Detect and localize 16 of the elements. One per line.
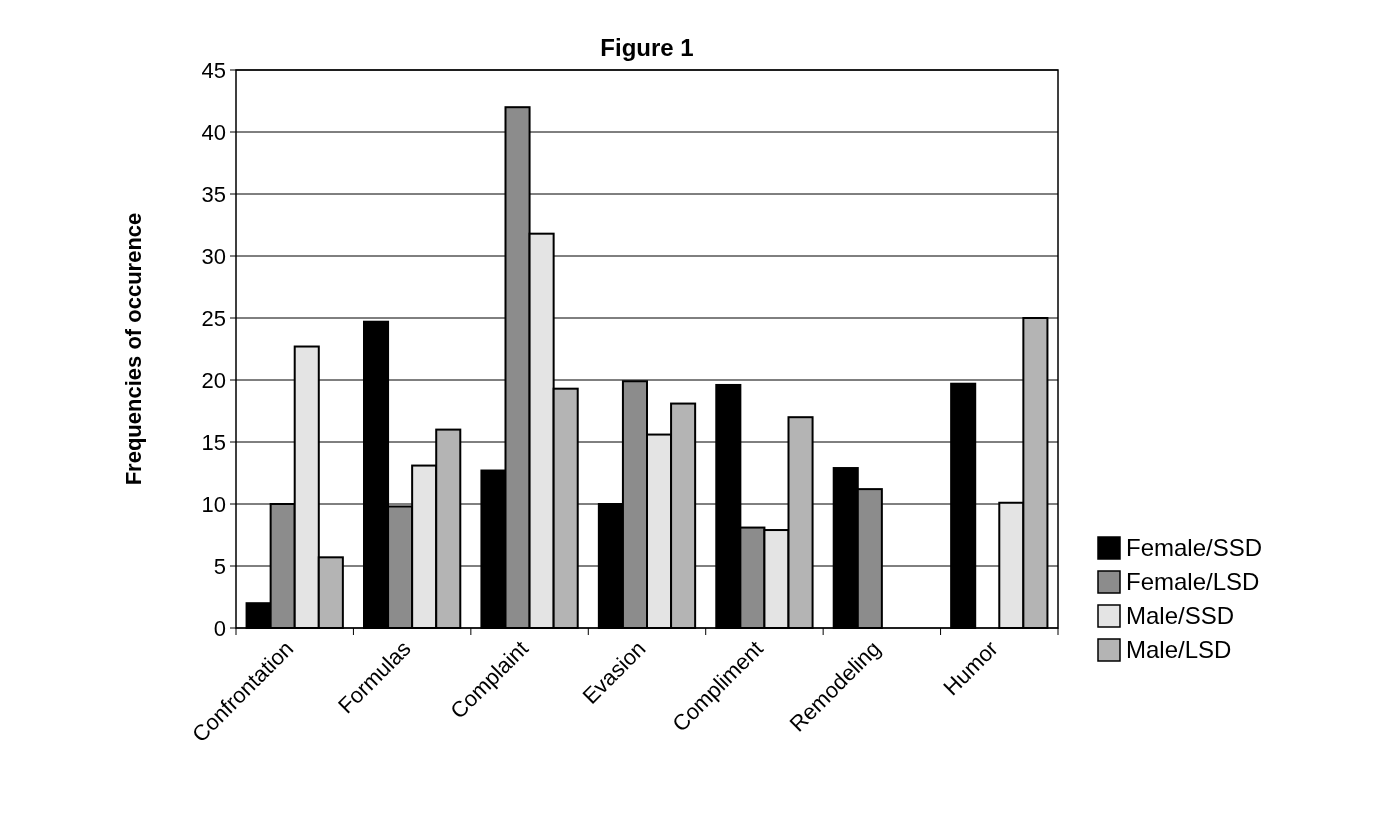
y-axis-title: Frequencies of occurence bbox=[121, 212, 146, 486]
y-tick-label: 5 bbox=[213, 553, 226, 579]
chart-title: Figure 1 bbox=[600, 34, 694, 61]
y-tick-label: 45 bbox=[201, 57, 226, 83]
y-tick-label: 30 bbox=[201, 243, 226, 269]
y-tick-label: 20 bbox=[201, 367, 226, 393]
y-tick-label: 25 bbox=[201, 305, 226, 331]
y-tick-label: 15 bbox=[201, 429, 226, 455]
legend-label: Female/SSD bbox=[1126, 534, 1263, 562]
y-tick-label: 40 bbox=[201, 119, 226, 145]
legend-label: Male/LSD bbox=[1126, 636, 1232, 664]
y-tick-label: 0 bbox=[213, 615, 226, 641]
y-tick-label: 35 bbox=[201, 181, 226, 207]
legend-label: Female/LSD bbox=[1126, 568, 1260, 596]
legend-label: Male/SSD bbox=[1126, 602, 1235, 630]
y-tick-label: 10 bbox=[201, 491, 226, 517]
